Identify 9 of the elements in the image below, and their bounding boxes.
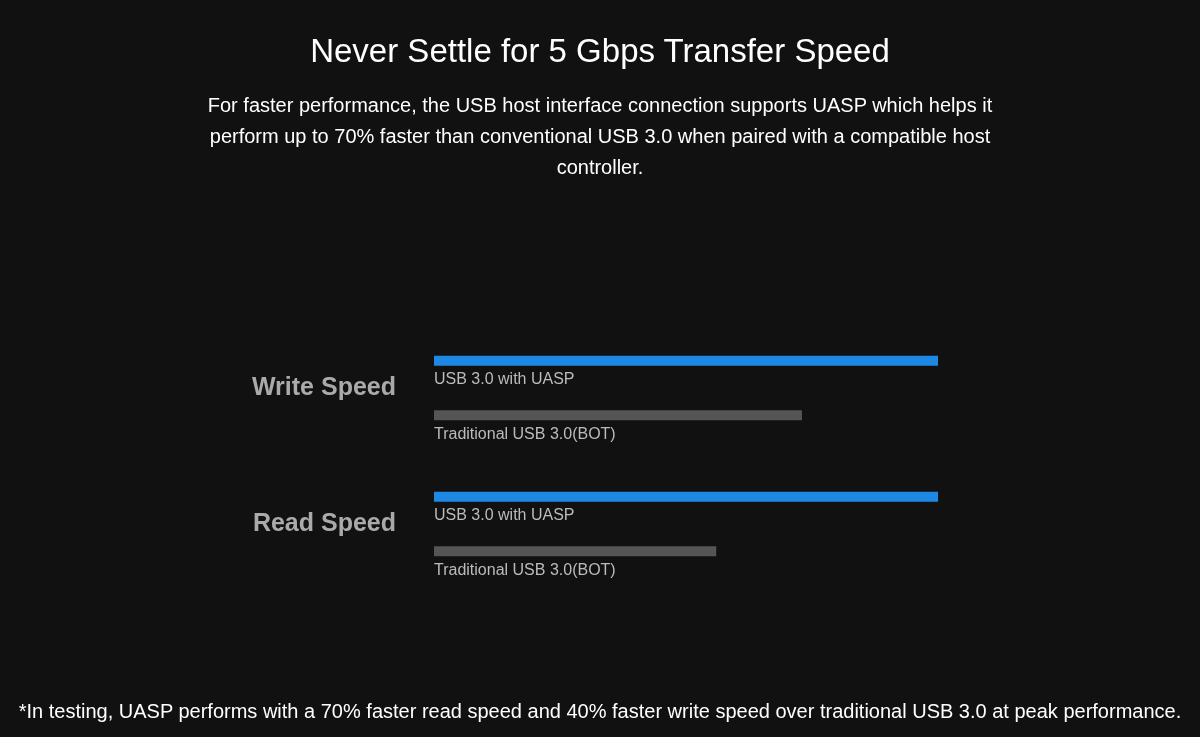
chart-title: Never Settle for 5 Gbps Transfer Speed: [309, 31, 891, 71]
y-tick-label: Read Speed: [252, 507, 396, 536]
text: USB 3.0 with UASP: [434, 506, 575, 524]
series-label: Traditional USB 3.0(BOT): [434, 560, 616, 578]
chart-subtitle: For faster performance, the USB host interface connection supports UASP which helps it perform up to 70% faster than conventional USB 3.0 when paired with a compatible host controller.: [206, 93, 994, 180]
y-tick-label: Write Speed: [251, 371, 396, 400]
series-label: USB 3.0 with UASP: [434, 370, 575, 388]
text: *In testing, UASP performs with a 70% faster read speed and 40% faster write speed over traditional USB 3.0 at peak performance.: [17, 699, 1183, 724]
text: Traditional USB 3.0(BOT): [434, 424, 616, 442]
